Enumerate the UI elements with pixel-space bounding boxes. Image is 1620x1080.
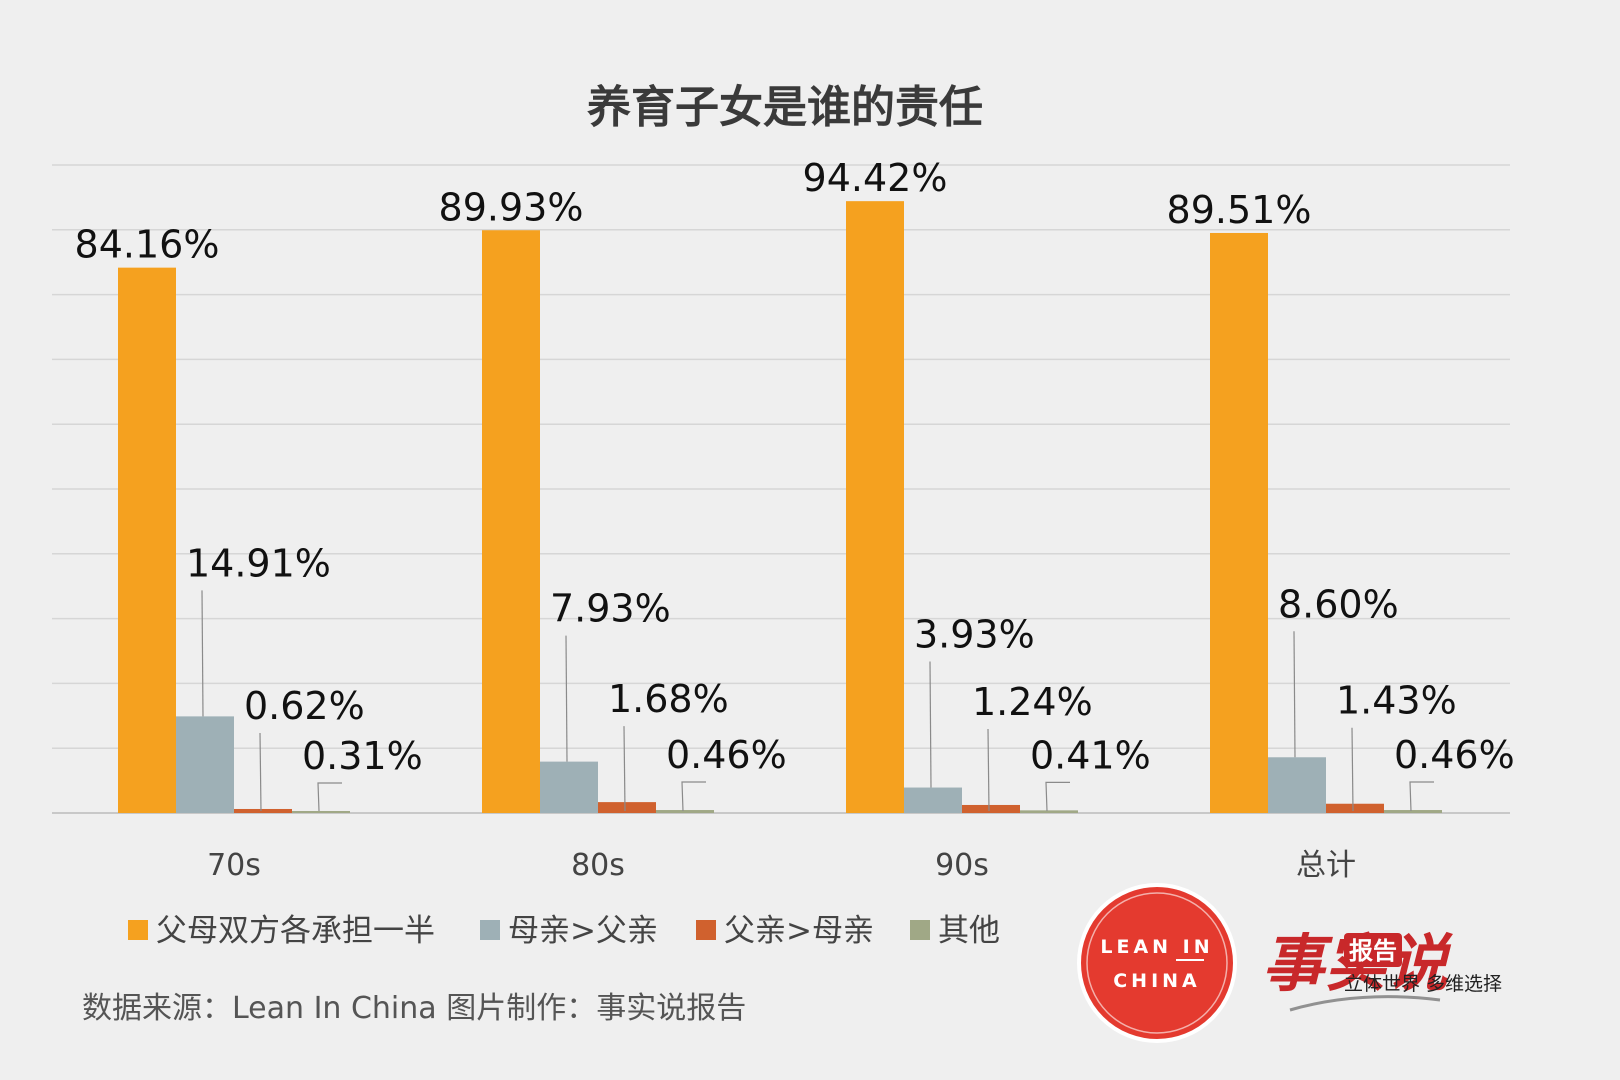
category-label: 70s	[207, 848, 261, 883]
legend-label: 父亲>母亲	[724, 913, 874, 949]
leader-line	[1351, 727, 1354, 812]
leader-line	[1293, 631, 1296, 758]
bar-70s-3	[292, 810, 350, 813]
leader-line	[201, 590, 204, 717]
data-labels: 84.16% 14.91% 0.62% 0.31% 89.93% 7.93% 1.68% 0.…	[75, 156, 1515, 778]
logo-text-line2: CHINA	[1113, 970, 1201, 992]
brand-logo: 事实说 报告 立体世界 多维选择	[1262, 927, 1502, 1012]
data-label: 0.31%	[302, 734, 423, 778]
source-note: 数据来源：Lean In China 图片制作：事实说报告	[82, 991, 746, 1026]
bar-总计-1	[1268, 757, 1326, 813]
bar-总计-2	[1326, 803, 1384, 813]
chart-title: 养育子女是谁的责任	[587, 82, 983, 133]
data-label: 3.93%	[914, 613, 1035, 657]
leader-line	[565, 635, 568, 762]
category-label: 90s	[935, 848, 989, 883]
data-label: 0.41%	[1030, 733, 1151, 777]
leader-line	[681, 781, 706, 812]
leader-line	[317, 782, 342, 812]
data-label: 7.93%	[550, 587, 671, 631]
data-label: 1.24%	[972, 680, 1093, 724]
lean-in-china-logo: LEAN IN CHINA	[1077, 883, 1237, 1043]
bar-80s-0	[482, 230, 540, 813]
data-label: 94.42%	[803, 156, 948, 200]
bar-80s-3	[656, 810, 714, 813]
legend-label: 母亲>父亲	[508, 913, 658, 949]
data-label: 1.43%	[1336, 679, 1457, 723]
legend-swatch	[480, 920, 500, 940]
data-label: 1.68%	[608, 677, 729, 721]
data-label: 0.46%	[666, 733, 787, 777]
category-label: 总计	[1296, 848, 1356, 883]
bar-90s-0	[846, 201, 904, 814]
leader-line	[623, 726, 626, 812]
bar-80s-1	[540, 761, 598, 813]
bar-80s-2	[598, 802, 656, 813]
data-label: 89.51%	[1167, 188, 1312, 232]
bar-90s-3	[1020, 810, 1078, 813]
data-label: 8.60%	[1278, 582, 1399, 626]
bar-90s-1	[904, 787, 962, 813]
leader-line	[259, 732, 262, 812]
logo-text-line1: LEAN IN	[1100, 936, 1213, 958]
legend-swatch	[128, 920, 148, 940]
category-labels: 70s 80s 90s 总计	[207, 848, 1356, 883]
leader-line	[1409, 781, 1434, 812]
leader-line	[987, 728, 990, 812]
bar-90s-2	[962, 804, 1020, 813]
bars	[118, 201, 1442, 814]
legend-swatch	[910, 920, 930, 940]
data-label: 84.16%	[75, 223, 220, 267]
bar-总计-3	[1384, 810, 1442, 813]
category-label: 80s	[571, 848, 625, 883]
leader-line	[929, 661, 932, 788]
data-label: 14.91%	[186, 541, 331, 585]
data-label: 0.62%	[244, 684, 365, 728]
data-label: 0.46%	[1394, 733, 1515, 777]
legend-label: 父母双方各承担一半	[156, 913, 435, 949]
legend: 父母双方各承担一半 母亲>父亲 父亲>母亲 其他	[128, 913, 1000, 949]
bar-70s-0	[118, 267, 176, 813]
legend-label: 其他	[938, 913, 1000, 949]
legend-swatch	[696, 920, 716, 940]
gridlines	[52, 164, 1510, 814]
bar-70s-2	[234, 808, 292, 813]
bar-70s-1	[176, 716, 234, 813]
data-label: 89.93%	[439, 185, 584, 229]
leader-line	[1045, 781, 1070, 812]
brand-slogan: 立体世界 多维选择	[1344, 973, 1502, 995]
brand-badge-text: 报告	[1349, 937, 1397, 965]
leader-lines	[201, 590, 1434, 812]
bar-总计-0	[1210, 232, 1268, 813]
